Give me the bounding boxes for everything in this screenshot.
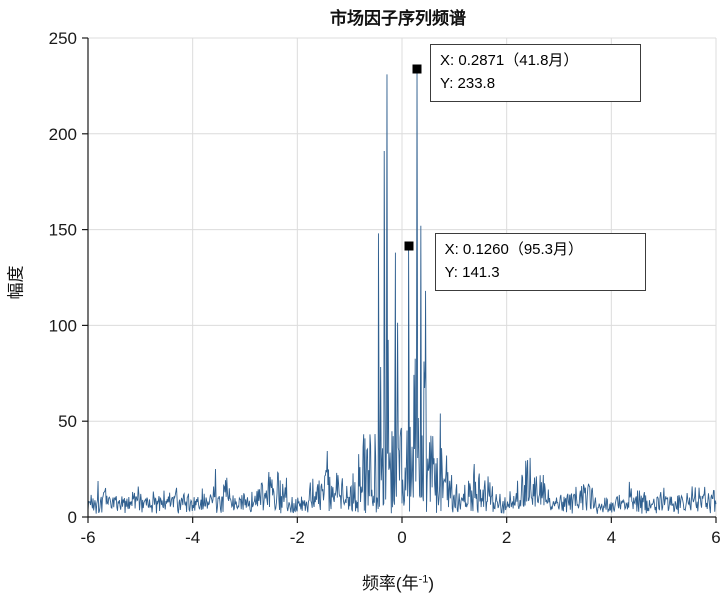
datatip-1[interactable]: X: 0.2871（41.8月） Y: 233.8	[430, 44, 642, 103]
datatip-2[interactable]: X: 0.1260（95.3月） Y: 141.3	[434, 233, 646, 292]
chart-title: 市场因子序列频谱	[330, 9, 466, 28]
x-tick-label: -6	[80, 528, 95, 547]
x-tick-label: 6	[711, 528, 720, 547]
datatip-2-y-value: Y: 141.3	[444, 263, 500, 281]
y-tick-label: 0	[68, 508, 77, 527]
x-tick-label: -4	[185, 528, 200, 547]
y-tick-label: 50	[58, 412, 77, 431]
datatip-marker-1[interactable]	[412, 64, 422, 74]
y-tick-label: 150	[49, 221, 77, 240]
x-tick-label: 2	[502, 528, 511, 547]
x-tick-label: -2	[290, 528, 305, 547]
datatip-1-x-value: X: 0.2871（41.8月）	[440, 52, 579, 70]
datatip-marker-2[interactable]	[404, 241, 414, 251]
datatip-2-x-value: X: 0.1260（95.3月）	[444, 241, 584, 259]
y-axis-label: 幅度	[6, 265, 26, 300]
y-tick-label: 100	[49, 316, 77, 335]
x-axis-label-prefix: 频率(年	[361, 574, 419, 593]
x-axis-label-suffix: )	[428, 574, 435, 593]
y-tick-label: 200	[49, 125, 77, 144]
x-axis-label: 频率(年-1)	[80, 569, 716, 594]
x-tick-label: 0	[397, 528, 406, 547]
x-tick-label: 4	[607, 528, 616, 547]
y-tick-label: 250	[49, 29, 77, 48]
x-axis-label-exponent: -1	[418, 573, 429, 586]
datatip-1-y-value: Y: 233.8	[440, 74, 496, 92]
